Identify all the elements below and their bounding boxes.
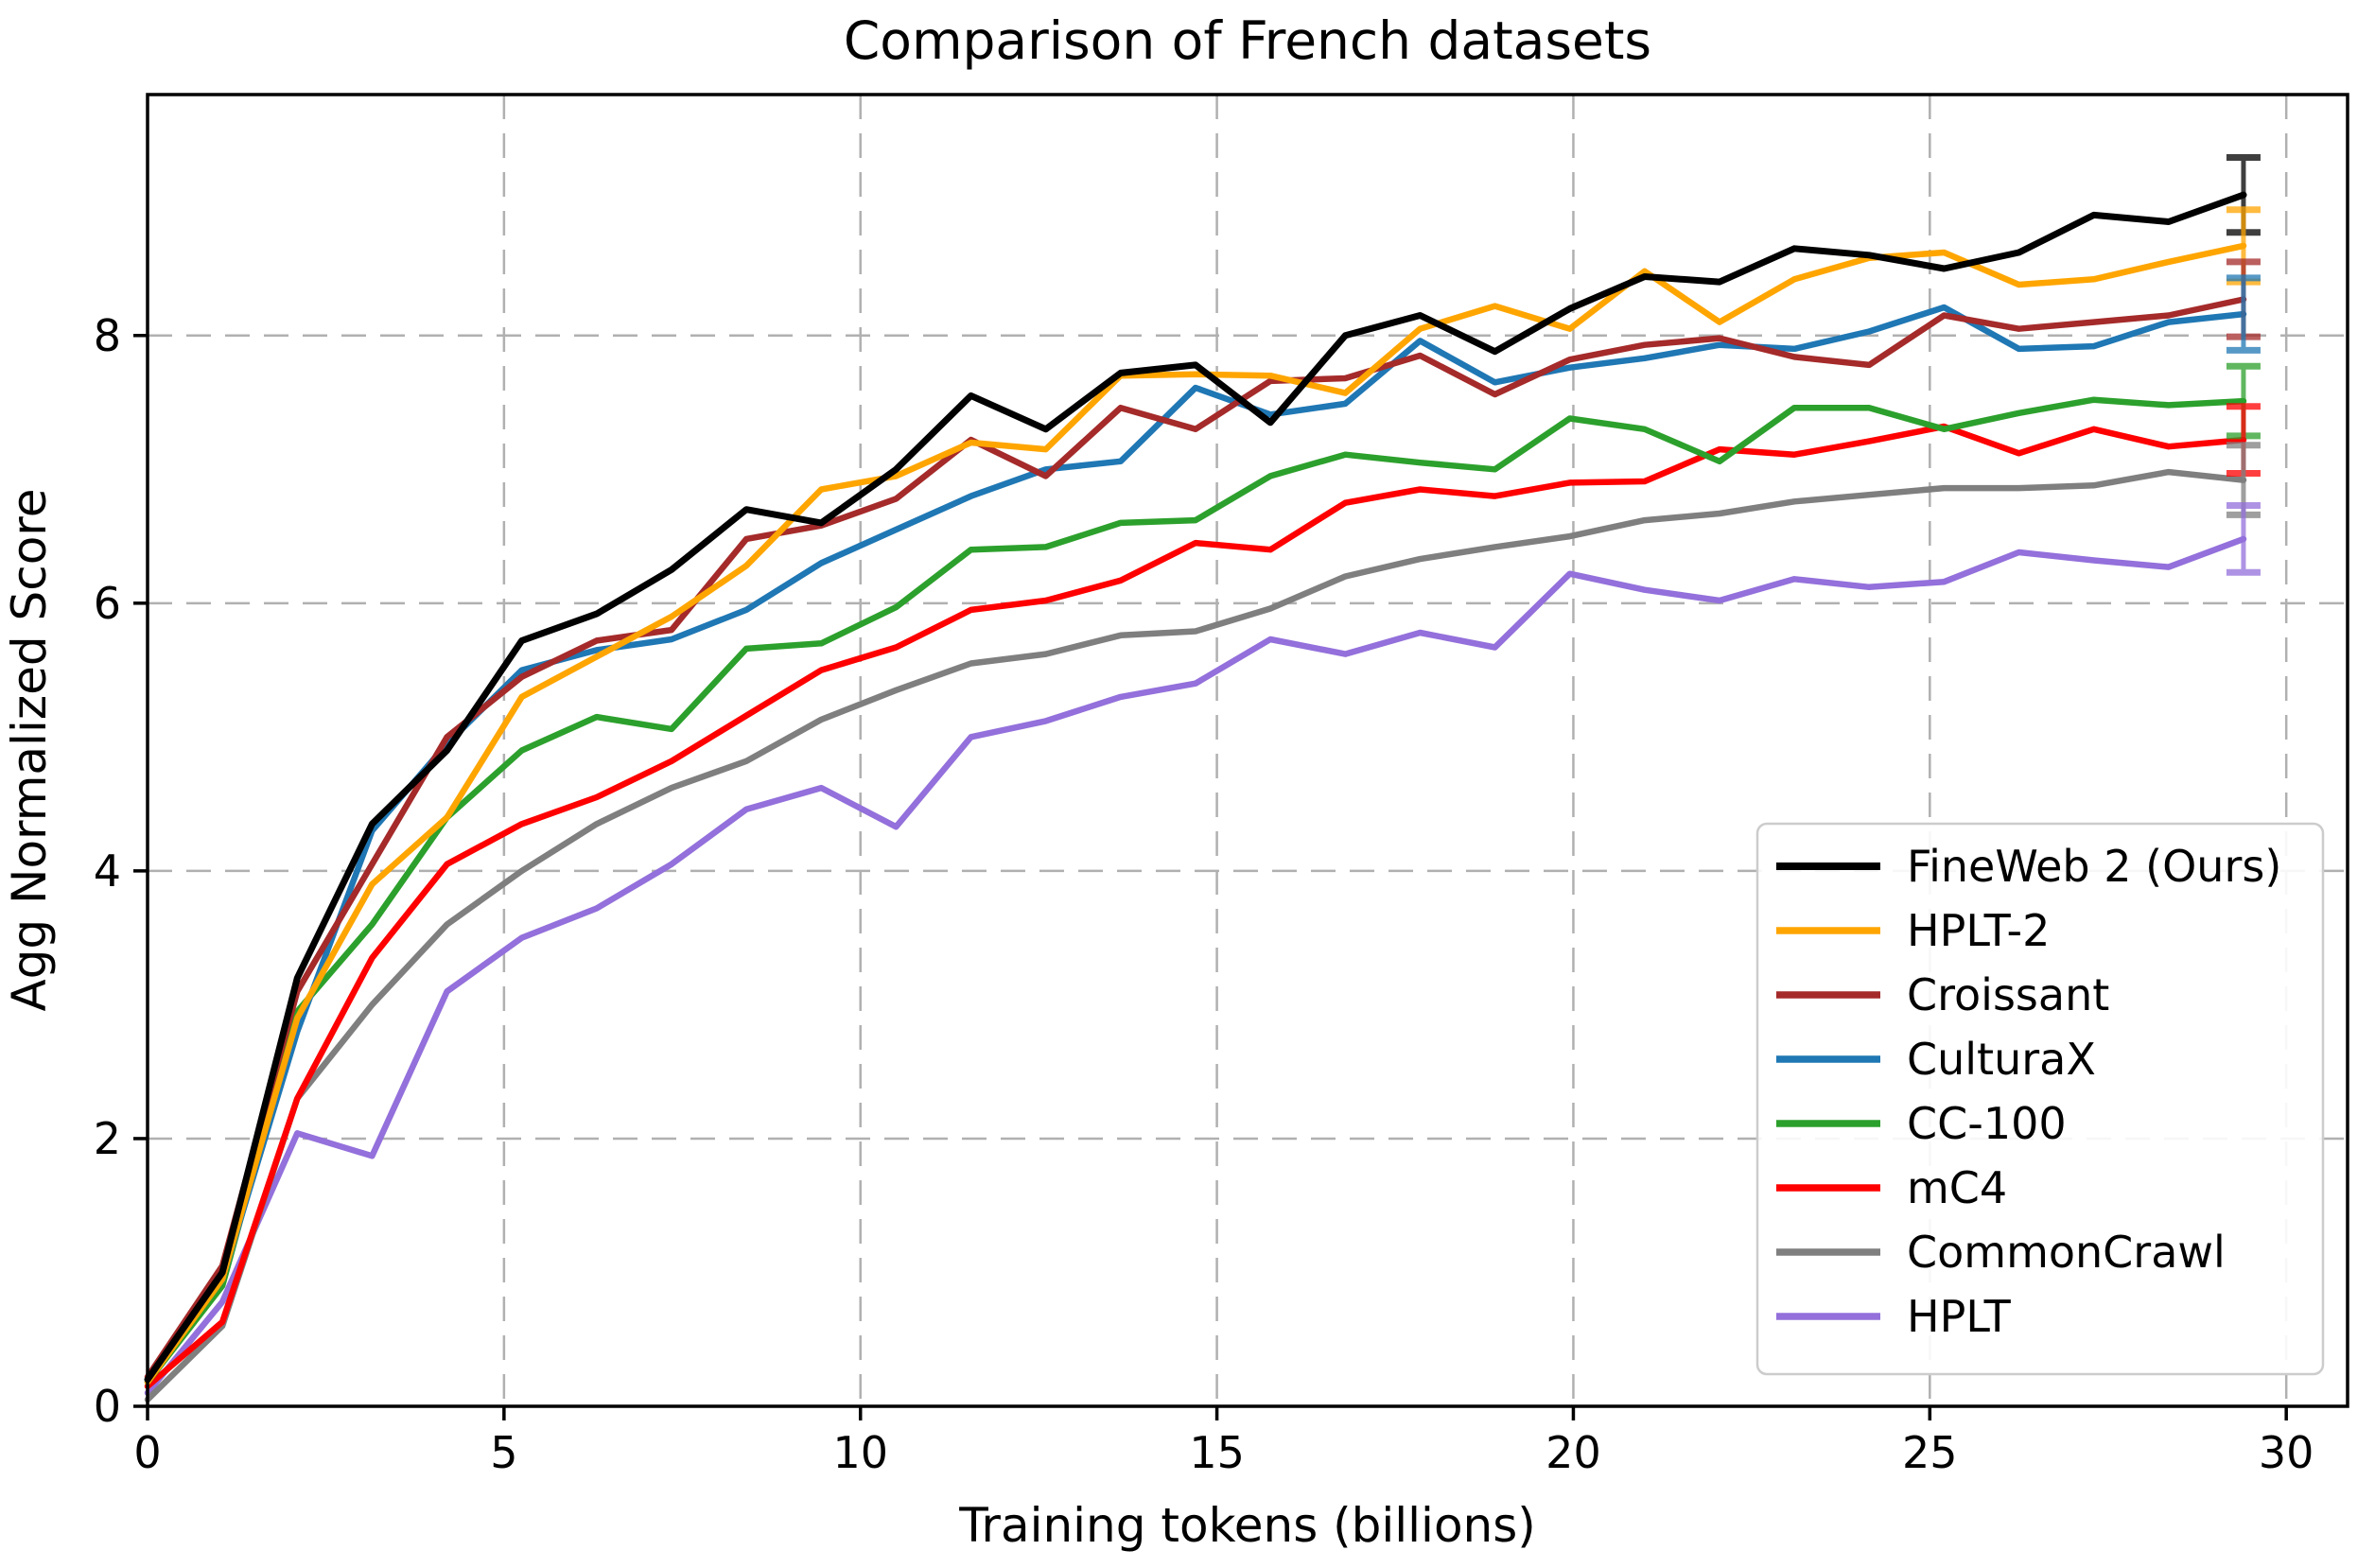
legend: FineWeb 2 (Ours) HPLT-2 Croissant CulturaX C… xyxy=(1755,822,2325,1376)
series-line xyxy=(144,535,2247,1397)
x-tick-label: 30 xyxy=(2259,1427,2314,1478)
x-tick-label: 25 xyxy=(1902,1427,1958,1478)
legend-label: FineWeb 2 (Ours) xyxy=(1907,841,2281,892)
y-axis: 0 2 4 6 8 xyxy=(94,310,148,1432)
y-tick-label: 6 xyxy=(94,578,121,629)
y-tick-label: 4 xyxy=(94,845,121,897)
series-lines xyxy=(144,191,2247,1403)
legend-label: HPLT-2 xyxy=(1907,905,2050,956)
legend-label: CC-100 xyxy=(1907,1098,2067,1149)
series-line xyxy=(144,191,2247,1384)
x-axis-label: Training tokens (billions) xyxy=(958,1498,1536,1553)
x-tick-label: 5 xyxy=(490,1427,517,1478)
series-line xyxy=(144,296,2247,1381)
legend-label: HPLT xyxy=(1907,1291,2012,1342)
series-line xyxy=(144,468,2247,1403)
legend-label: mC4 xyxy=(1907,1162,2007,1213)
legend-label: Croissant xyxy=(1907,969,2109,1020)
y-axis-label: Agg Normalized Score xyxy=(2,488,57,1011)
y-tick-label: 8 xyxy=(94,310,121,361)
chart-title: Comparison of French datasets xyxy=(844,10,1651,71)
plot-border xyxy=(146,93,2349,1408)
x-tick-label: 20 xyxy=(1545,1427,1601,1478)
x-tick-label: 15 xyxy=(1189,1427,1245,1478)
series-line xyxy=(144,242,2247,1385)
error-bar xyxy=(2226,274,2261,354)
legend-box xyxy=(1755,822,2325,1376)
legend-label: CulturaX xyxy=(1907,1034,2096,1085)
y-tick-label: 2 xyxy=(94,1113,121,1164)
x-axis: 0 5 10 15 20 25 30 xyxy=(133,1406,2314,1478)
series-line xyxy=(144,423,2247,1390)
x-tick-label: 10 xyxy=(832,1427,888,1478)
legend-label: CommonCrawl xyxy=(1907,1227,2226,1278)
y-tick-label: 0 xyxy=(94,1381,121,1432)
series-line xyxy=(144,396,2247,1385)
error-bars xyxy=(2226,154,2261,576)
x-tick-label: 0 xyxy=(133,1427,161,1478)
error-bar xyxy=(2226,501,2261,576)
